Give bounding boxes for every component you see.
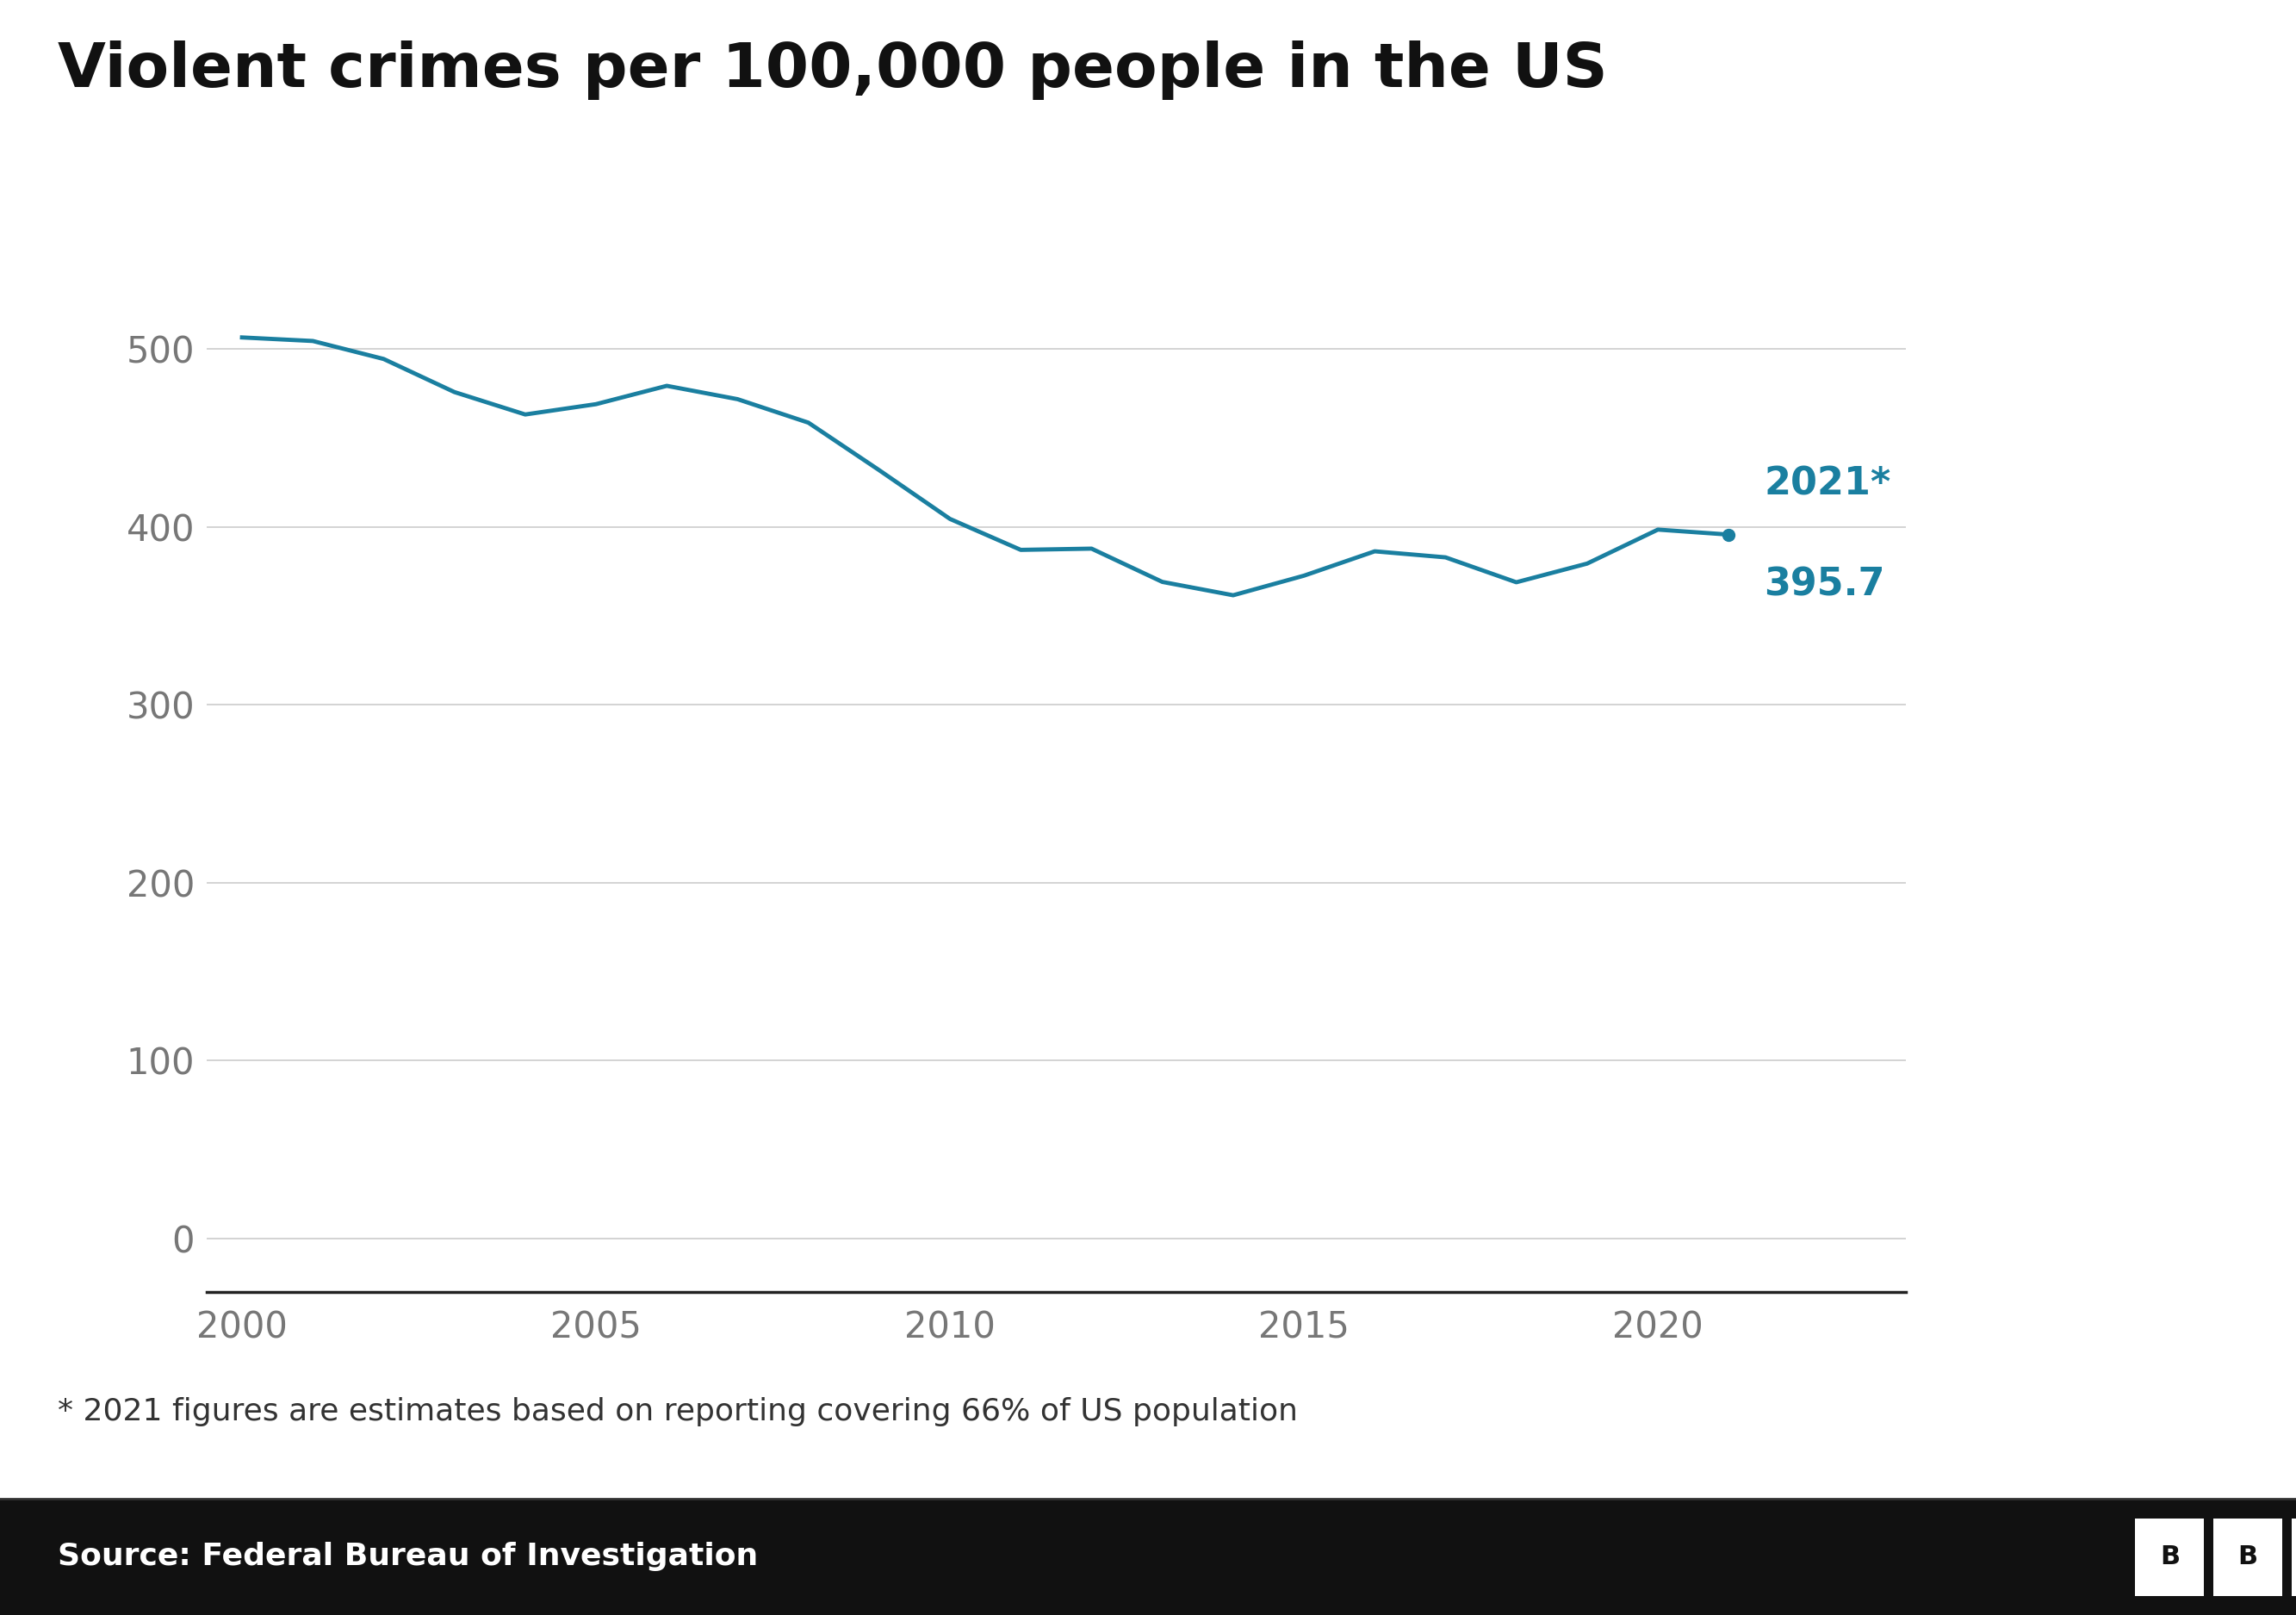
Text: * 2021 figures are estimates based on reporting covering 66% of US population: * 2021 figures are estimates based on re… <box>57 1397 1297 1426</box>
Text: Source: Federal Bureau of Investigation: Source: Federal Bureau of Investigation <box>57 1542 758 1571</box>
Point <box>1711 522 1747 547</box>
Text: B: B <box>2161 1544 2179 1570</box>
Text: 395.7: 395.7 <box>1763 567 1885 604</box>
Text: B: B <box>2239 1544 2257 1570</box>
Text: Violent crimes per 100,000 people in the US: Violent crimes per 100,000 people in the… <box>57 40 1607 100</box>
Text: 2021*: 2021* <box>1763 465 1892 502</box>
